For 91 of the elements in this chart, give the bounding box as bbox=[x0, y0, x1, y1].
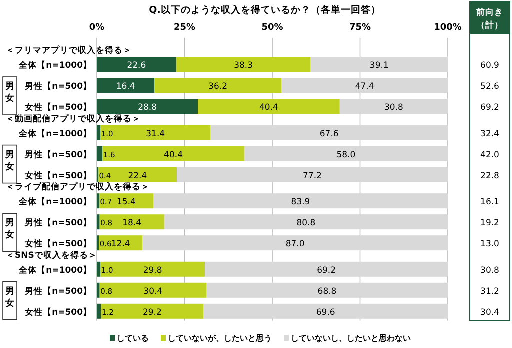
text: 19.2 bbox=[480, 218, 500, 229]
data-label: 16.4 bbox=[116, 82, 136, 92]
bar bbox=[97, 125, 101, 140]
x-tick-label: 25% bbox=[174, 23, 196, 33]
data-label: 69.6 bbox=[316, 308, 336, 318]
data-label: 30.4 bbox=[144, 286, 163, 297]
annotation: ＜動画配信アプリで収入を得る＞ bbox=[6, 113, 141, 124]
x-tick-label: 0% bbox=[89, 23, 105, 33]
legend-label: していないし、したいと思わない bbox=[291, 334, 411, 343]
legend-label: している bbox=[117, 334, 149, 343]
data-label: 80.8 bbox=[296, 218, 316, 229]
data-label: 28.8 bbox=[138, 103, 158, 113]
y-tick-label: 女性【n=500】 bbox=[24, 238, 92, 250]
data-label: 68.8 bbox=[318, 286, 337, 297]
data-label: 29.2 bbox=[142, 308, 162, 318]
y-tick-label: 男性【n=500】 bbox=[24, 81, 92, 92]
x-tick-label: 50% bbox=[262, 23, 284, 33]
bar bbox=[154, 78, 282, 93]
bar bbox=[244, 146, 448, 162]
data-label: 22.4 bbox=[128, 171, 148, 182]
bar bbox=[101, 304, 204, 319]
text: 男女 bbox=[4, 81, 14, 104]
data-label: 47.4 bbox=[355, 82, 374, 92]
bar bbox=[204, 304, 448, 319]
y-tick-label: 女性【n=500】 bbox=[24, 306, 92, 318]
y-tick-label: 女性【n=500】 bbox=[24, 102, 92, 113]
text: 69.2 bbox=[480, 103, 500, 113]
data-label: 36.2 bbox=[208, 82, 228, 92]
annotation: ＜ライブ配信アプリで収入を得る＞ bbox=[6, 182, 150, 193]
text: 男女 bbox=[4, 218, 14, 241]
text: 22.8 bbox=[480, 171, 500, 182]
data-label: 40.4 bbox=[260, 103, 278, 113]
x-tick-label: 75% bbox=[349, 23, 372, 33]
bar bbox=[97, 304, 102, 319]
data-label: 39.1 bbox=[370, 61, 389, 71]
bar bbox=[100, 125, 211, 140]
y-tick-label: 全体【n=1000】 bbox=[18, 128, 92, 140]
data-label: 30.8 bbox=[384, 103, 404, 113]
bar bbox=[142, 236, 448, 251]
bar bbox=[102, 146, 244, 162]
data-label: 29.8 bbox=[143, 266, 162, 276]
bar bbox=[97, 146, 103, 162]
text: 42.0 bbox=[480, 150, 500, 160]
text: 30.4 bbox=[480, 308, 500, 318]
bar bbox=[100, 214, 164, 230]
x-tick-label: 100% bbox=[434, 23, 462, 33]
y-tick-label: 全体【n=1000】 bbox=[18, 196, 92, 208]
data-label: 40.4 bbox=[164, 150, 183, 160]
data-label: 18.4 bbox=[122, 218, 142, 229]
bar bbox=[176, 57, 311, 72]
bar bbox=[282, 78, 448, 93]
bar bbox=[97, 57, 176, 72]
data-label: 58.0 bbox=[336, 150, 356, 160]
data-label: 22.6 bbox=[127, 61, 146, 71]
data-label: 67.6 bbox=[320, 129, 339, 140]
bar bbox=[310, 57, 448, 72]
bar bbox=[206, 282, 448, 298]
data-label: 83.9 bbox=[291, 198, 310, 208]
text: 前向き（計） bbox=[476, 7, 504, 31]
text: 31.2 bbox=[480, 286, 500, 297]
text: 52.6 bbox=[480, 82, 500, 92]
data-label: 12.4 bbox=[111, 240, 130, 250]
y-tick-label: 女性【n=500】 bbox=[24, 170, 92, 182]
data-label: 31.4 bbox=[146, 129, 166, 140]
bar bbox=[97, 214, 100, 230]
y-tick-label: 男性【n=500】 bbox=[24, 286, 92, 297]
bar bbox=[97, 78, 155, 93]
data-label: 38.3 bbox=[234, 61, 254, 71]
bar bbox=[164, 214, 448, 230]
bar bbox=[97, 282, 100, 298]
annotation: ＜フリマアプリで収入を得る＞ bbox=[6, 45, 132, 56]
text: 30.8 bbox=[480, 266, 500, 276]
text: 13.0 bbox=[480, 240, 500, 250]
y-tick-label: 男性【n=500】 bbox=[24, 218, 92, 229]
chart-title: Q.以下のような収入を得ているか？（各単一回答） bbox=[149, 4, 381, 16]
legend-label: していないが、したいと思う bbox=[168, 334, 272, 343]
text: 16.1 bbox=[480, 198, 500, 208]
data-label: 69.2 bbox=[317, 266, 336, 276]
y-tick-label: 男性【n=500】 bbox=[24, 149, 92, 160]
text: 男女 bbox=[4, 149, 14, 172]
y-tick-label: 全体【n=1000】 bbox=[18, 60, 92, 71]
text: 60.9 bbox=[480, 61, 500, 71]
data-label: 87.0 bbox=[286, 240, 305, 250]
data-label: 77.2 bbox=[303, 171, 322, 182]
data-label: 15.4 bbox=[117, 198, 136, 208]
bar bbox=[210, 125, 448, 140]
bar bbox=[100, 282, 207, 298]
annotation: ＜SNSで収入を得る＞ bbox=[6, 250, 98, 261]
y-tick-label: 全体【n=1000】 bbox=[18, 264, 92, 276]
text: 32.4 bbox=[480, 129, 500, 140]
text: 男女 bbox=[4, 286, 14, 309]
